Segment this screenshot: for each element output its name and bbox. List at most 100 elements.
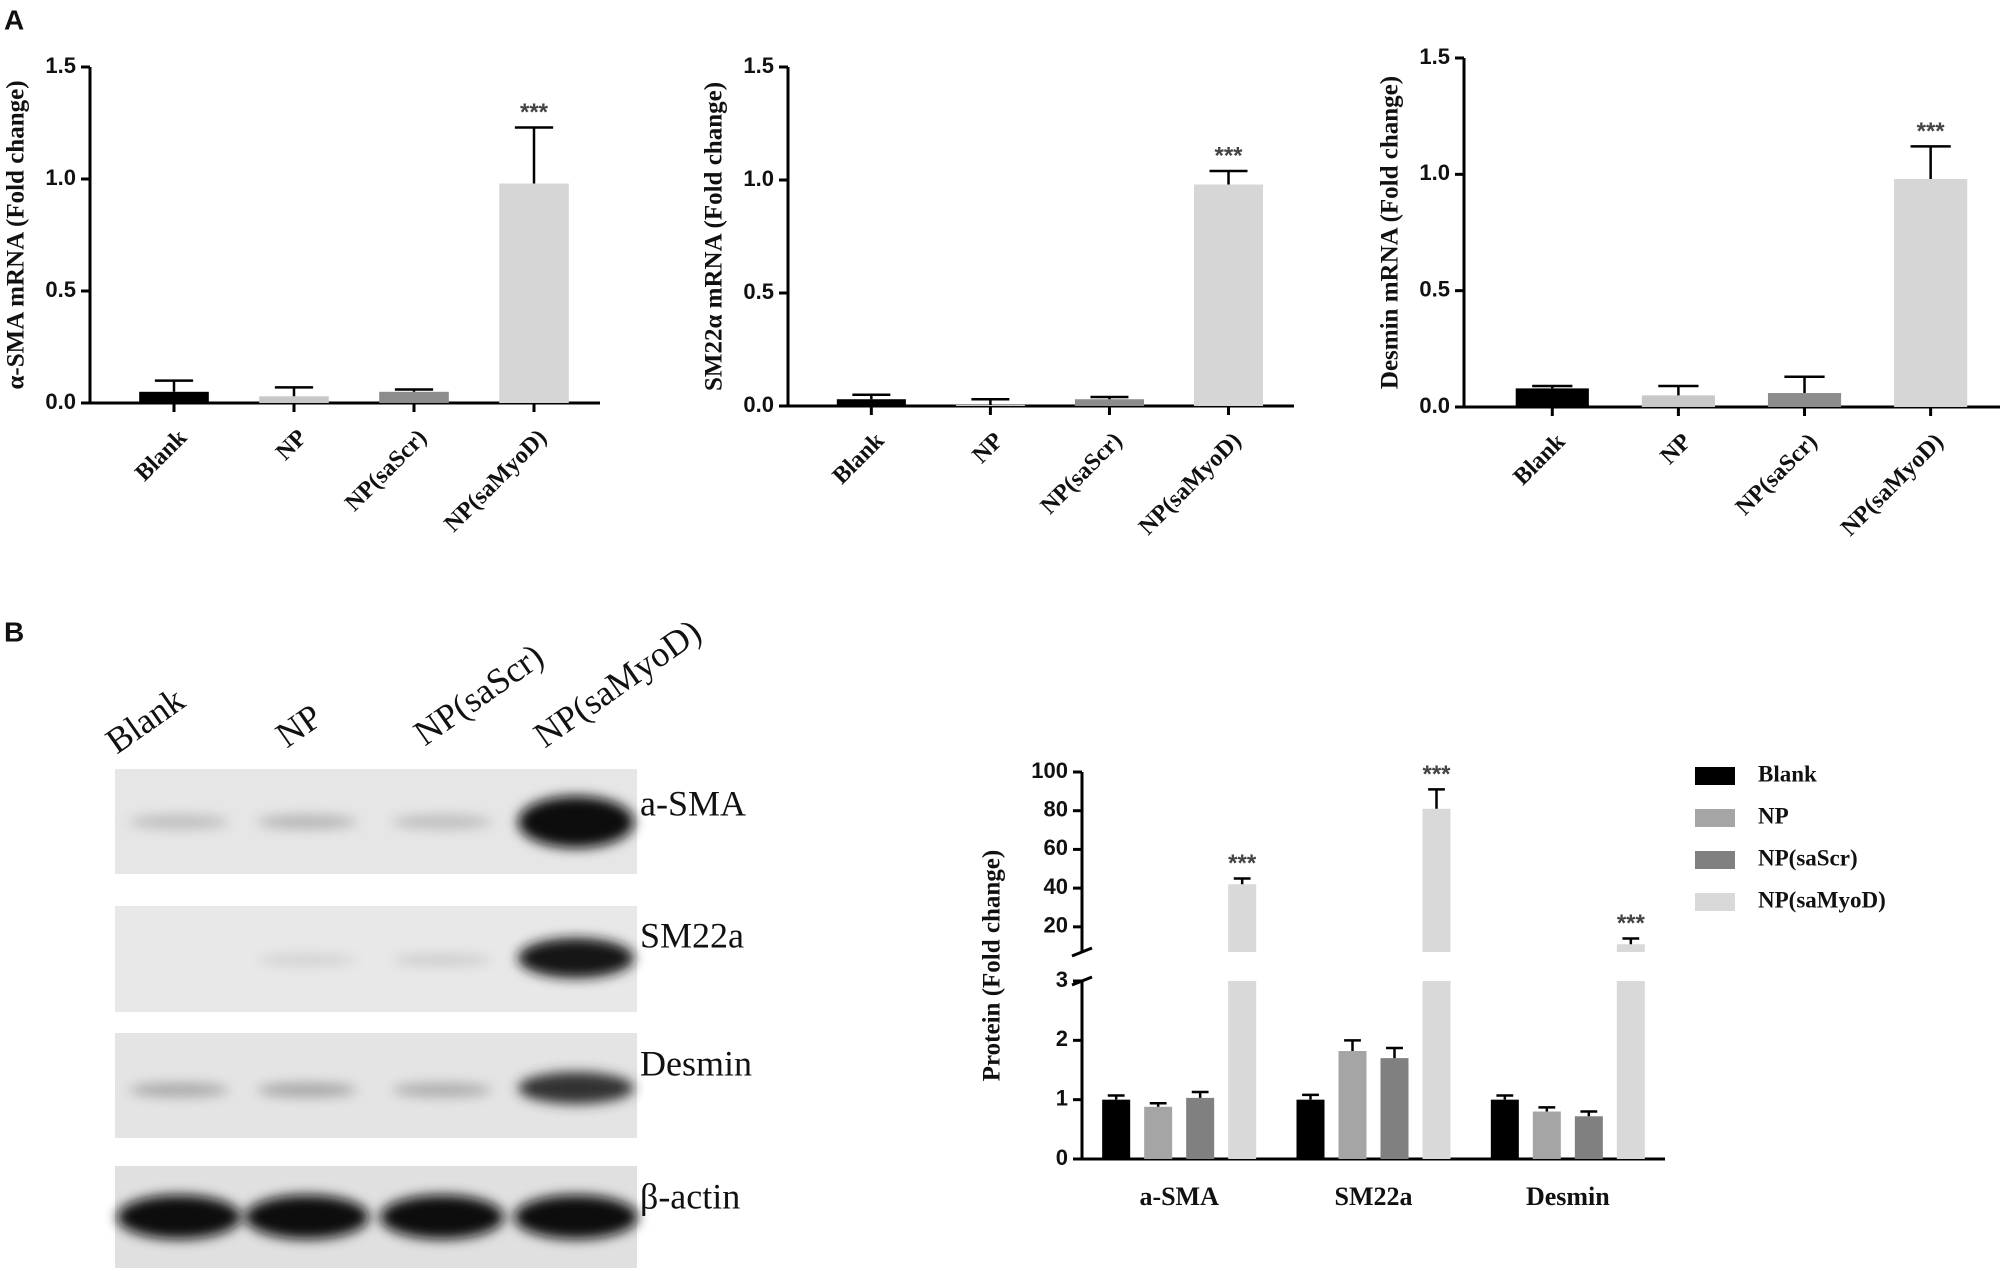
bar	[139, 391, 209, 403]
bar	[1490, 1099, 1519, 1159]
bar	[1186, 1097, 1215, 1159]
legend-swatch	[1695, 809, 1735, 827]
x-tick-label: NP	[1656, 429, 1697, 470]
x-tick-label: NP(saMyoD)	[1134, 428, 1247, 541]
y-axis-title: SM22α mRNA (Fold change)	[701, 82, 728, 391]
protein-label: Desmin	[640, 1043, 752, 1083]
lane-label: NP	[268, 696, 329, 755]
western-blot: Blank NP NP(saScr) NP(saMyoD) a-SMA SM22…	[98, 611, 752, 1268]
bar	[1574, 1116, 1603, 1159]
x-tick-label: NP	[271, 425, 312, 466]
error-bar	[1209, 169, 1248, 185]
bar	[1338, 1051, 1367, 1159]
bar	[1144, 1106, 1173, 1159]
y-tick-label: 0.5	[1419, 276, 1450, 301]
x-tick-label: Desmin	[1526, 1182, 1610, 1211]
error-bar	[1784, 375, 1825, 394]
bar	[499, 183, 569, 403]
error-bar	[1149, 1101, 1167, 1107]
y-tick-label: 60	[1044, 835, 1068, 860]
legend-label: NP(saMyoD)	[1758, 887, 1886, 912]
y-tick-label: 1.0	[45, 165, 76, 190]
error-bar	[971, 397, 1010, 405]
bar	[1422, 981, 1451, 1159]
error-bar	[1344, 1039, 1361, 1052]
error-bar	[274, 386, 314, 397]
error-bar	[1386, 1046, 1403, 1059]
axis-break	[1071, 946, 1093, 987]
y-tick-label: 40	[1044, 874, 1068, 899]
y-tick-label: 0.0	[1419, 393, 1450, 418]
x-tick-label: SM22a	[1335, 1182, 1413, 1211]
x-tick-label: Blank	[1509, 428, 1571, 490]
y-tick-label: 1.0	[743, 166, 774, 191]
error-bar	[1090, 395, 1129, 400]
y-tick-label: 20	[1044, 913, 1068, 938]
bar	[955, 404, 1025, 406]
y-tick-label: 1	[1056, 1085, 1068, 1110]
error-bar	[1580, 1110, 1598, 1117]
bar	[1767, 393, 1842, 407]
blot-bands	[117, 796, 638, 1239]
x-tick-label: NP(saScr)	[1036, 428, 1128, 520]
bar	[1894, 178, 1968, 407]
bar	[379, 391, 449, 403]
bar	[1074, 399, 1144, 406]
y-tick-label: 1.5	[743, 53, 774, 78]
bar	[1296, 1099, 1325, 1159]
legend-label: Blank	[1758, 761, 1817, 786]
x-tick-label: NP	[968, 428, 1009, 469]
y-tick-label: 0.5	[743, 279, 774, 304]
y-tick-label: 2	[1056, 1026, 1068, 1051]
y-tick-label: 80	[1044, 797, 1068, 822]
error-bar	[1658, 384, 1699, 396]
significance: ***	[1617, 910, 1646, 937]
error-bar	[1191, 1090, 1209, 1098]
bar	[1102, 1099, 1131, 1159]
y-axis-title: Desmin mRNA (Fold change)	[1377, 76, 1404, 389]
y-axis-title: Protein (Fold change)	[979, 850, 1006, 1081]
error-bar	[852, 393, 891, 400]
bar	[1228, 981, 1257, 1159]
panel-label: B	[4, 616, 24, 647]
legend-label: NP(saScr)	[1758, 845, 1858, 870]
bar	[1616, 944, 1645, 952]
y-tick-label: 0.0	[45, 389, 76, 414]
bar	[1532, 1111, 1561, 1159]
x-tick-label: Blank	[130, 424, 192, 486]
error-bar	[1910, 145, 1951, 179]
significance: ***	[1422, 761, 1451, 788]
error-bar	[1496, 1094, 1514, 1100]
legend-label: NP	[1758, 803, 1789, 828]
error-bar	[394, 388, 434, 392]
y-tick-label: 1.5	[1419, 44, 1450, 69]
lane-label: NP(saScr)	[406, 636, 550, 754]
axis	[1080, 772, 1665, 1161]
error-bar	[1622, 937, 1640, 945]
bar	[259, 396, 329, 403]
error-bar	[1428, 788, 1445, 809]
bar	[1380, 1058, 1409, 1159]
bar	[1422, 808, 1451, 952]
y-tick-label: 3	[1056, 967, 1068, 992]
lane-label: NP(saMyoD)	[526, 611, 708, 755]
bar	[1228, 884, 1257, 952]
significance: ***	[1215, 142, 1244, 169]
legend-swatch	[1695, 767, 1735, 785]
error-bar	[154, 379, 194, 392]
bar	[1641, 395, 1715, 407]
error-bar	[1302, 1093, 1319, 1100]
panel-label: A	[4, 4, 24, 35]
error-bar	[1107, 1094, 1125, 1100]
bar	[1193, 184, 1264, 406]
bar	[1616, 981, 1645, 1159]
x-tick-label: NP(saScr)	[1731, 429, 1823, 521]
y-tick-label: 0	[1056, 1145, 1068, 1170]
y-axis-title: α-SMA mRNA (Fold change)	[3, 80, 30, 389]
error-bar	[1532, 384, 1573, 389]
significance: ***	[520, 99, 549, 126]
lane-label: Blank	[98, 679, 191, 761]
bar	[1515, 388, 1589, 407]
protein-label: SM22a	[640, 915, 744, 955]
